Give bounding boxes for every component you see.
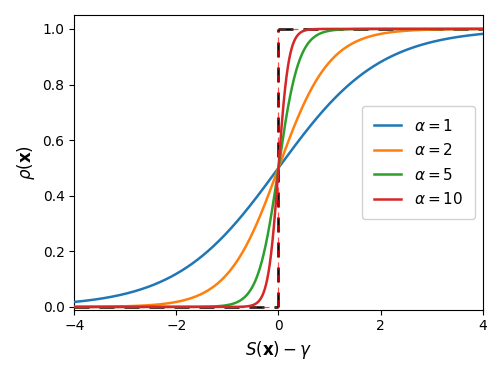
$\alpha=10$ [467, 27, 473, 31]
$\alpha=1$ [392, 52, 398, 56]
Line: $\alpha=5$: $\alpha=5$ [74, 29, 481, 307]
$\alpha=10$ [462, 27, 468, 31]
$\alpha=10$ [92, 305, 98, 309]
$\alpha=5$ [466, 27, 472, 31]
$\alpha=5$ [478, 27, 484, 31]
$\alpha=10$ [467, 27, 473, 31]
$\alpha=10$ [392, 27, 398, 31]
$\alpha=5$ [269, 203, 275, 208]
$\alpha=5$ [467, 27, 473, 31]
$\alpha=1$ [92, 297, 98, 302]
Y-axis label: $\rho(\mathbf{x})$: $\rho(\mathbf{x})$ [15, 145, 37, 180]
$\alpha=5$ [259, 258, 265, 263]
Line: $\alpha=2$: $\alpha=2$ [74, 29, 481, 307]
$\alpha=5$ [71, 305, 77, 309]
$\alpha=5$ [392, 27, 398, 31]
$\alpha=10$ [269, 235, 275, 240]
$\alpha=2$ [269, 181, 275, 185]
$\alpha=10$ [478, 27, 484, 31]
$\alpha=2$ [259, 209, 265, 214]
$\alpha=1$ [478, 32, 484, 36]
$\alpha=2$ [467, 27, 473, 31]
$\alpha=2$ [92, 305, 98, 309]
$\alpha=10$ [71, 305, 77, 309]
$\alpha=2$ [466, 27, 472, 31]
Line: $\alpha=10$: $\alpha=10$ [74, 29, 481, 307]
$\alpha=2$ [392, 29, 398, 34]
$\alpha=1$ [467, 33, 473, 38]
$\alpha=2$ [71, 305, 77, 309]
Line: $\alpha=1$: $\alpha=1$ [74, 34, 481, 302]
$\alpha=1$ [259, 188, 265, 193]
$\alpha=1$ [71, 300, 77, 304]
$\alpha=1$ [269, 173, 275, 178]
$\alpha=10$ [259, 294, 265, 299]
$\alpha=2$ [478, 27, 484, 31]
$\alpha=5$ [92, 305, 98, 309]
Legend: $\alpha=1$, $\alpha=2$, $\alpha=5$, $\alpha=10$: $\alpha=1$, $\alpha=2$, $\alpha=5$, $\al… [361, 106, 474, 219]
X-axis label: $S(\mathbf{x})-\gamma$: $S(\mathbf{x})-\gamma$ [244, 339, 312, 361]
$\alpha=1$ [466, 33, 472, 38]
